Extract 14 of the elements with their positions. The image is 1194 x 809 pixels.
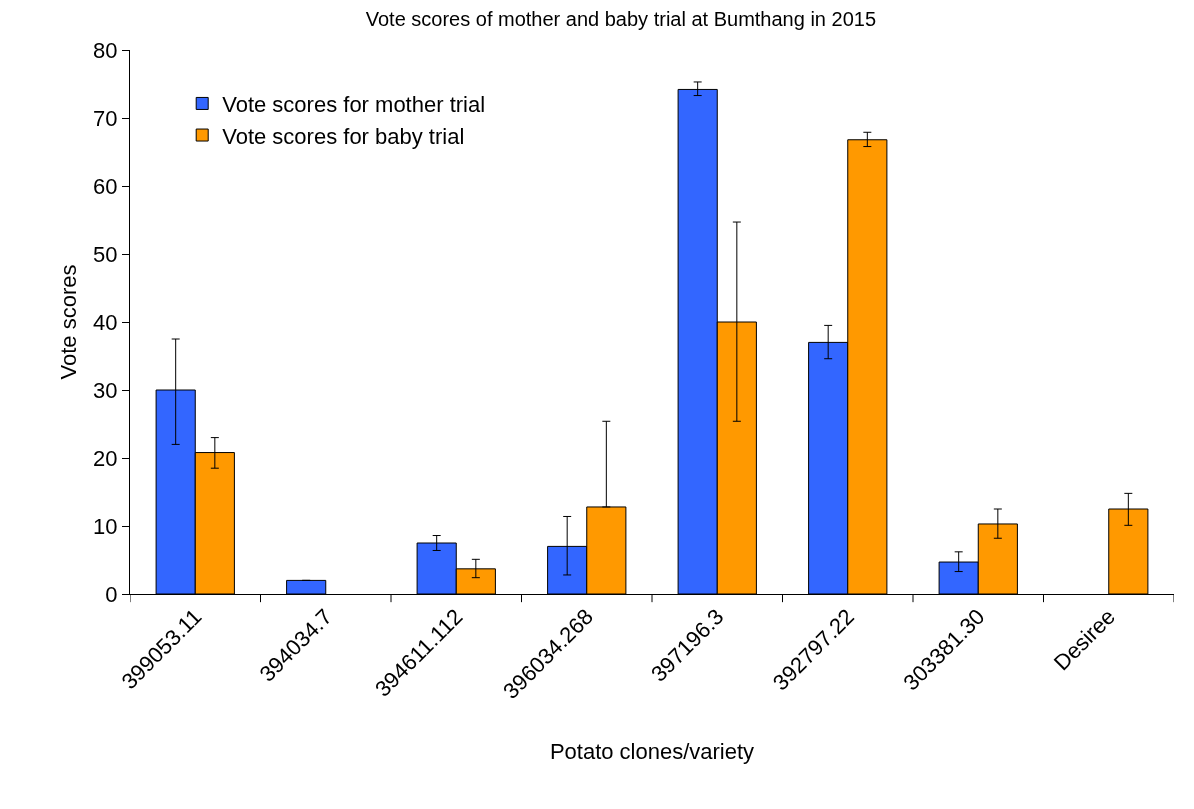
y-tick-label: 70 bbox=[93, 105, 118, 131]
x-axis-title: Potato clones/variety bbox=[549, 738, 755, 764]
legend-label: Vote scores for mother trial bbox=[222, 92, 486, 118]
y-tick-label: 80 bbox=[93, 37, 118, 63]
y-tick-label: 30 bbox=[93, 377, 118, 403]
legend-label: Vote scores for baby trial bbox=[222, 123, 465, 149]
y-tick-label: 20 bbox=[93, 445, 118, 471]
y-tick-label: 0 bbox=[105, 581, 118, 607]
y-tick-label: 40 bbox=[93, 309, 118, 335]
chart-title: Vote scores of mother and baby trial at Bumthang in 2015 bbox=[365, 8, 877, 31]
y-tick-label: 10 bbox=[93, 513, 118, 539]
y-tick-label: 60 bbox=[93, 173, 118, 199]
y-tick-label: 50 bbox=[93, 241, 118, 267]
y-axis-title: Vote scores bbox=[56, 264, 81, 380]
